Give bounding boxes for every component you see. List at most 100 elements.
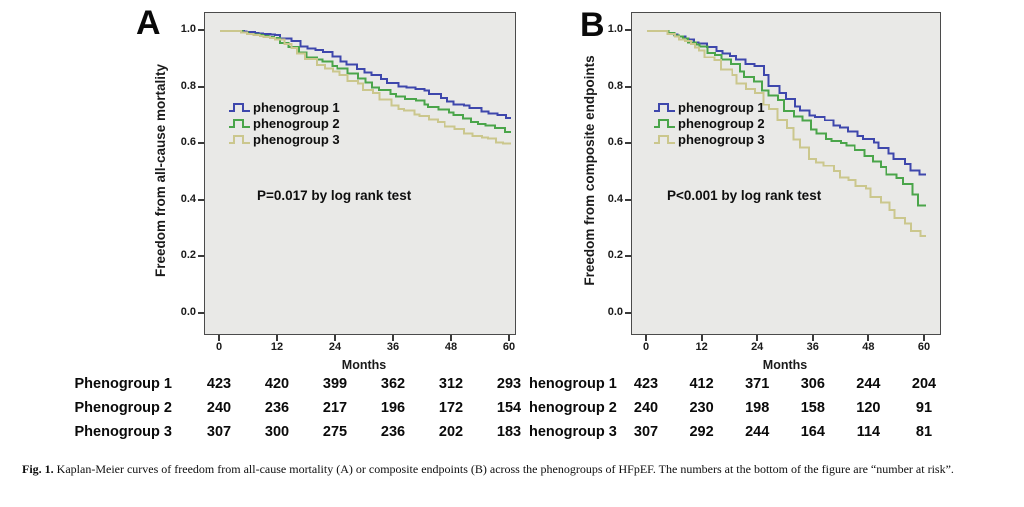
risk-count: 120 — [856, 400, 881, 416]
legend-label: phenogroup 2 — [253, 116, 340, 131]
x-tick-label: 12 — [270, 341, 284, 353]
y-tick-label: 0.0 — [607, 306, 623, 318]
risk-count: 240 — [206, 400, 232, 416]
x-tick-mark — [700, 335, 703, 341]
risk-count: 423 — [206, 376, 232, 392]
x-tick-mark — [811, 335, 814, 341]
x-tick-mark — [508, 335, 510, 341]
y-tick-mark — [625, 198, 631, 201]
risk-row-label: henogroup 2 — [529, 400, 617, 416]
y-tick-label: 0.2 — [180, 249, 196, 262]
legend-step-glyph-icon — [654, 119, 675, 128]
x-tick-label: 48 — [444, 341, 458, 353]
risk-count: 362 — [380, 376, 406, 392]
x-tick-mark — [450, 335, 452, 341]
figure-caption: Fig. 1. Kaplan-Meier curves of freedom f… — [22, 462, 1008, 477]
risk-count: 196 — [380, 400, 406, 416]
risk-count: 172 — [438, 400, 464, 416]
legend-step-glyph-icon — [229, 135, 250, 144]
x-tick-label: 24 — [751, 341, 764, 353]
x-tick-label: 60 — [502, 341, 516, 353]
legend-step-line — [229, 103, 250, 112]
risk-row-label: henogroup 1 — [529, 376, 617, 392]
risk-count: 240 — [633, 400, 659, 416]
risk-count: 81 — [915, 424, 933, 440]
risk-count: 230 — [689, 400, 714, 416]
y-tick-label: 0.6 — [180, 136, 196, 149]
legend-step-line — [654, 135, 675, 144]
x-axis-title: Months — [762, 358, 808, 372]
risk-count: 91 — [915, 400, 933, 416]
caption-text: Kaplan-Meier curves of freedom from all-… — [56, 462, 954, 476]
y-tick-mark — [625, 142, 631, 145]
risk-count: 293 — [496, 376, 522, 392]
log-rank-p-value: P<0.001 by log rank test — [667, 188, 822, 203]
y-tick-mark — [198, 198, 204, 201]
panel-label-b: B — [580, 6, 605, 44]
x-tick-label: 36 — [806, 341, 819, 353]
x-tick-label: 24 — [328, 341, 342, 353]
x-axis-title: Months — [341, 358, 387, 372]
y-tick-label: 1.0 — [607, 23, 623, 35]
risk-count: 158 — [800, 400, 825, 416]
risk-count: 412 — [689, 376, 714, 392]
x-tick-mark — [923, 335, 925, 341]
legend-step-line — [229, 135, 250, 144]
legend-step-line — [654, 119, 675, 128]
risk-count: 198 — [745, 400, 770, 416]
y-tick-label: 0.8 — [180, 79, 196, 92]
caption-label: Fig. 1. — [22, 462, 54, 476]
legend-step-glyph-icon — [654, 103, 675, 112]
x-tick-label: 0 — [642, 341, 650, 353]
y-tick-mark — [625, 312, 631, 314]
risk-row-label: henogroup 3 — [529, 424, 617, 440]
risk-count: 183 — [496, 424, 522, 440]
km-curve-phenogroup-3 — [219, 29, 511, 145]
legend-step-glyph-icon — [229, 103, 250, 112]
y-tick-mark — [198, 255, 204, 258]
y-tick-label: 0.4 — [607, 192, 623, 205]
x-tick-mark — [867, 335, 870, 341]
legend-label: phenogroup 2 — [678, 116, 765, 131]
risk-count: 154 — [496, 400, 522, 416]
y-axis-title: Freedom from all-cause mortality — [152, 63, 168, 277]
y-tick-label: 0.8 — [607, 79, 623, 92]
log-rank-p-value: P=0.017 by log rank test — [257, 188, 412, 203]
risk-count: 423 — [633, 376, 659, 392]
x-tick-mark — [756, 335, 759, 341]
y-tick-label: 0.4 — [180, 192, 196, 205]
x-tick-mark — [218, 335, 220, 341]
y-tick-label: 0.2 — [607, 249, 623, 262]
km-curve-phenogroup-3 — [646, 29, 926, 238]
legend-label: phenogroup 1 — [678, 100, 765, 115]
x-tick-label: 0 — [215, 341, 223, 353]
risk-count: 275 — [322, 424, 348, 440]
risk-count: 312 — [438, 376, 464, 392]
legend-label: phenogroup 3 — [678, 132, 765, 147]
y-tick-mark — [198, 85, 204, 88]
x-tick-mark — [645, 335, 647, 341]
y-tick-mark — [625, 255, 631, 258]
risk-count: 114 — [856, 424, 881, 440]
y-tick-mark — [625, 29, 631, 31]
x-tick-mark — [334, 335, 336, 341]
legend-step-glyph-icon — [229, 119, 250, 128]
legend-step-line — [654, 103, 675, 112]
x-tick-label: 60 — [917, 341, 931, 353]
y-tick-mark — [625, 85, 631, 88]
risk-count: 420 — [264, 376, 290, 392]
x-tick-mark — [276, 335, 278, 341]
y-axis-title: Freedom from composite endpoints — [581, 54, 597, 286]
risk-row-label: Phenogroup 1 — [74, 376, 172, 392]
plot-area-b — [631, 12, 941, 335]
risk-count: 292 — [689, 424, 714, 440]
risk-count: 307 — [206, 424, 232, 440]
x-tick-label: 12 — [695, 341, 708, 353]
risk-count: 371 — [745, 376, 770, 392]
plot-area-a — [204, 12, 516, 335]
legend-label: phenogroup 1 — [253, 100, 340, 115]
risk-row-label: Phenogroup 3 — [74, 424, 172, 440]
risk-count: 244 — [745, 424, 770, 440]
risk-count: 306 — [800, 376, 825, 392]
x-tick-label: 36 — [386, 341, 400, 353]
